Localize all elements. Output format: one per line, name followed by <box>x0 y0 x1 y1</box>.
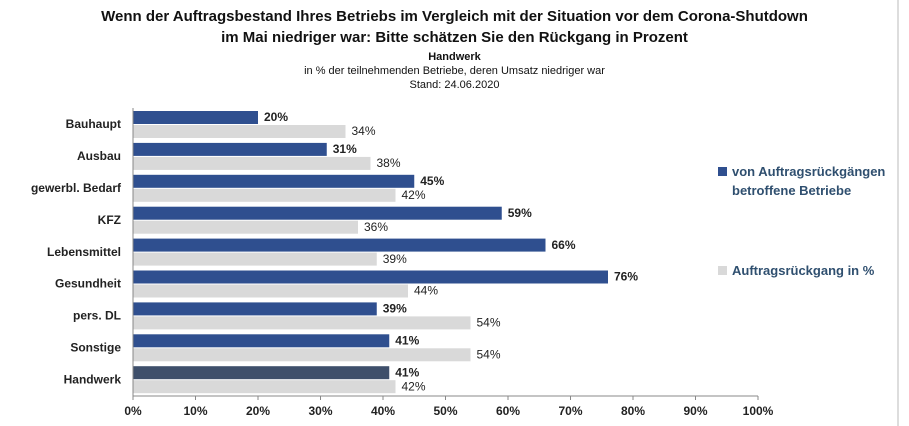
legend-item: von Auftragsrückgängen betroffene Betrie… <box>718 162 893 200</box>
x-tick-label: 10% <box>183 404 207 418</box>
x-tick-label: 60% <box>496 404 520 418</box>
bar <box>133 366 390 380</box>
value-label: 54% <box>477 316 501 330</box>
legend-swatch <box>718 167 727 176</box>
x-tick-label: 30% <box>308 404 332 418</box>
value-label: 42% <box>402 188 426 202</box>
x-tick-label: 50% <box>433 404 457 418</box>
bar <box>133 270 608 284</box>
bar <box>133 206 502 220</box>
value-label: 20% <box>264 110 288 124</box>
bar <box>133 125 346 138</box>
bar <box>133 252 377 266</box>
value-label: 39% <box>383 252 407 266</box>
value-label: 44% <box>414 284 438 298</box>
category-label: Gesundheit <box>55 277 121 291</box>
bar <box>133 380 396 394</box>
value-label: 31% <box>333 142 357 156</box>
bar <box>133 302 377 316</box>
bar <box>133 348 471 362</box>
legend-label: von Auftragsrückgängen betroffene Betrie… <box>732 164 886 198</box>
category-label: KFZ <box>98 213 121 227</box>
value-label: 36% <box>364 220 388 234</box>
note: in % der teilnehmenden Betriebe, deren U… <box>304 65 605 77</box>
x-tick-label: 90% <box>683 404 707 418</box>
legend-item: Auftragsrückgang in % <box>718 261 893 280</box>
category-label: Handwerk <box>64 372 122 386</box>
bar <box>133 111 258 124</box>
bar <box>133 174 415 188</box>
value-label: 34% <box>352 124 376 138</box>
legend-label: Auftragsrückgang in % <box>732 263 875 278</box>
category-label: gewerbl. Bedarf <box>31 181 122 195</box>
value-label: 39% <box>383 302 407 316</box>
bar <box>133 238 546 252</box>
date: Stand: 24.06.2020 <box>409 79 500 91</box>
category-label: pers. DL <box>73 309 121 323</box>
value-label: 66% <box>552 238 576 252</box>
chart-title: Wenn der Auftragsbestand Ihres Betriebs … <box>101 8 808 46</box>
bar <box>133 316 471 330</box>
bar <box>133 334 390 348</box>
bar <box>133 142 327 156</box>
category-label: Ausbau <box>77 149 121 163</box>
value-label: 54% <box>477 347 501 361</box>
value-label: 42% <box>402 379 426 393</box>
category-label: Bauhaupt <box>66 117 121 131</box>
value-label: 59% <box>508 206 532 220</box>
legend-swatch <box>718 266 727 275</box>
bar <box>133 284 408 298</box>
bar <box>133 156 371 170</box>
x-tick-label: 80% <box>621 404 645 418</box>
value-label: 41% <box>395 365 419 379</box>
x-tick-label: 40% <box>371 404 395 418</box>
bar <box>133 220 358 234</box>
subtitle: Handwerk <box>428 51 481 63</box>
value-label: 41% <box>395 333 419 347</box>
x-tick-label: 70% <box>558 404 582 418</box>
value-label: 38% <box>377 156 401 170</box>
x-tick-label: 0% <box>124 404 142 418</box>
value-label: 45% <box>420 174 444 188</box>
x-tick-label: 20% <box>246 404 270 418</box>
bar <box>133 188 396 202</box>
category-label: Sonstige <box>70 340 121 354</box>
x-tick-label: 100% <box>743 404 774 418</box>
category-label: Lebensmittel <box>47 245 121 259</box>
value-label: 76% <box>614 270 638 284</box>
